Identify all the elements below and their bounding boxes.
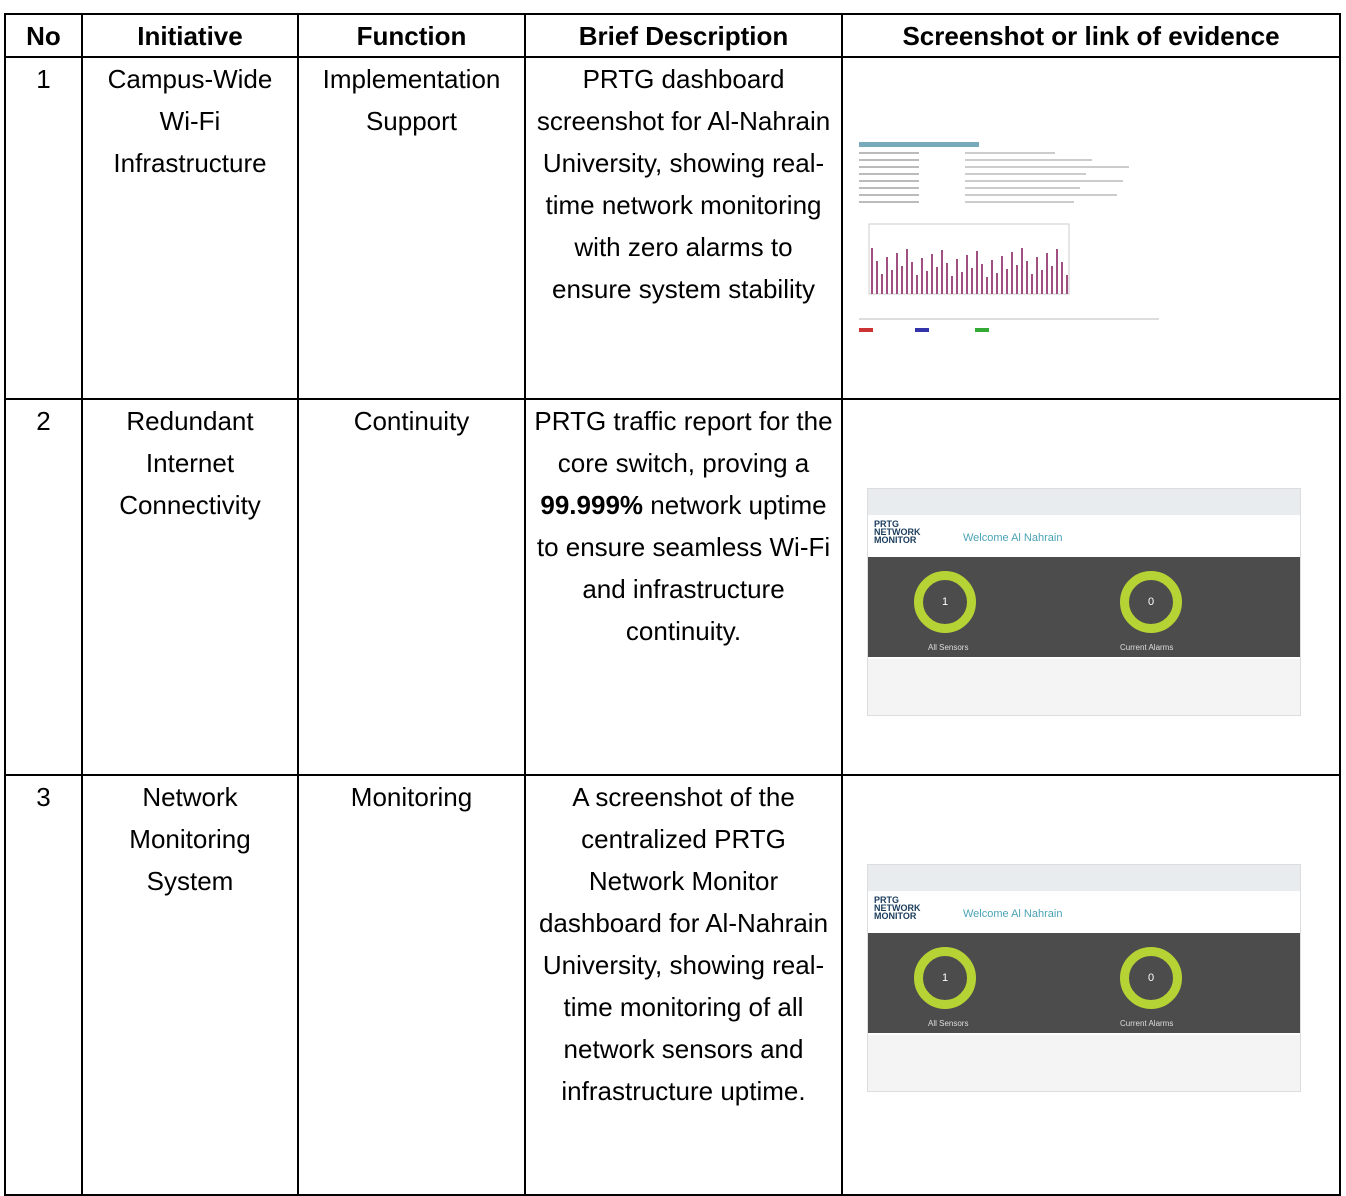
sensors-label: All Sensors — [928, 1019, 969, 1028]
header-cell: No — [4, 13, 83, 58]
status-band: 1 0 All Sensors Current Alarms — [868, 933, 1300, 1033]
evidence-cell: PRTG NETWORK MONITOR Welcome Al Nahrain 1 0… — [841, 398, 1341, 776]
status-band: 1 0 All Sensors Current Alarms — [868, 557, 1300, 657]
header-cell: Function — [297, 13, 526, 58]
description-text: A screenshot of the centralized PRTG Net… — [538, 782, 829, 1106]
description-text: network uptime to ensure seamless Wi-Fi … — [536, 490, 831, 646]
evidence-cell: PRTG NETWORK MONITOR Welcome Al Nahrain 1 0… — [841, 774, 1341, 1196]
description-cell: A screenshot of the centralized PRTG Net… — [524, 774, 843, 1196]
welcome: Welcome Al Nahrain — [963, 532, 1063, 544]
welcome: Welcome Al Nahrain — [963, 908, 1063, 920]
sensors-label: All Sensors — [928, 643, 969, 652]
function-cell: Implementation Support — [297, 56, 526, 400]
alarms-ring: 0 — [1120, 947, 1182, 1009]
header-cell: Initiative — [81, 13, 299, 58]
description-cell: PRTG dashboard screenshot for Al-Nahrain… — [524, 56, 843, 400]
lower-panel — [868, 1035, 1300, 1091]
browser-bar — [868, 865, 1300, 891]
sensors-ring: 1 — [914, 571, 976, 633]
sensors-ring: 1 — [914, 947, 976, 1009]
description-text: 99.999% — [540, 490, 644, 520]
no-cell: 3 — [4, 774, 83, 1196]
initiative-cell: Redundant Internet Connectivity — [81, 398, 299, 776]
evidence-cell — [841, 56, 1341, 400]
no-cell: 1 — [4, 56, 83, 400]
dashboard-screenshot: PRTG NETWORK MONITOR Welcome Al Nahrain 1 0… — [867, 864, 1301, 1092]
report-image — [855, 138, 1171, 346]
no-cell: 2 — [4, 398, 83, 776]
description-text: PRTG traffic report for the core switch,… — [534, 406, 833, 478]
row: 1 Campus-Wide Wi-Fi Infrastructure Impleme… — [4, 56, 1341, 400]
initiative-cell: Campus-Wide Wi-Fi Infrastructure — [81, 56, 299, 400]
alarms-label: Current Alarms — [1120, 643, 1174, 652]
evidence-table: No Initiative Function Brief Description Scr… — [4, 13, 1341, 1196]
description-cell: PRTG traffic report for the core switch,… — [524, 398, 843, 776]
row: 3 Network Monitoring System Monitoring A sc… — [4, 774, 1341, 1196]
description-text: PRTG dashboard screenshot for Al-Nahrain… — [536, 64, 831, 304]
lower-panel — [868, 659, 1300, 715]
alarms-ring: 0 — [1120, 571, 1182, 633]
function-cell: Monitoring — [297, 774, 526, 1196]
logo: PRTG NETWORK MONITOR — [874, 519, 921, 545]
header-cell: Screenshot or link of evidence — [841, 13, 1341, 58]
dashboard-header: PRTG NETWORK MONITOR Welcome Al Nahrain — [868, 515, 1300, 557]
dashboard-header: PRTG NETWORK MONITOR Welcome Al Nahrain — [868, 891, 1300, 933]
row: 2 Redundant Internet Connectivity Continui… — [4, 398, 1341, 776]
header-cell: Brief Description — [524, 13, 843, 58]
header-row: No Initiative Function Brief Description Scr… — [4, 13, 1341, 58]
alarms-label: Current Alarms — [1120, 1019, 1174, 1028]
logo: PRTG NETWORK MONITOR — [874, 895, 921, 921]
initiative-cell: Network Monitoring System — [81, 774, 299, 1196]
browser-bar — [868, 489, 1300, 515]
function-cell: Continuity — [297, 398, 526, 776]
report-screenshot — [855, 138, 1171, 346]
dashboard-screenshot: PRTG NETWORK MONITOR Welcome Al Nahrain 1 0… — [867, 488, 1301, 716]
